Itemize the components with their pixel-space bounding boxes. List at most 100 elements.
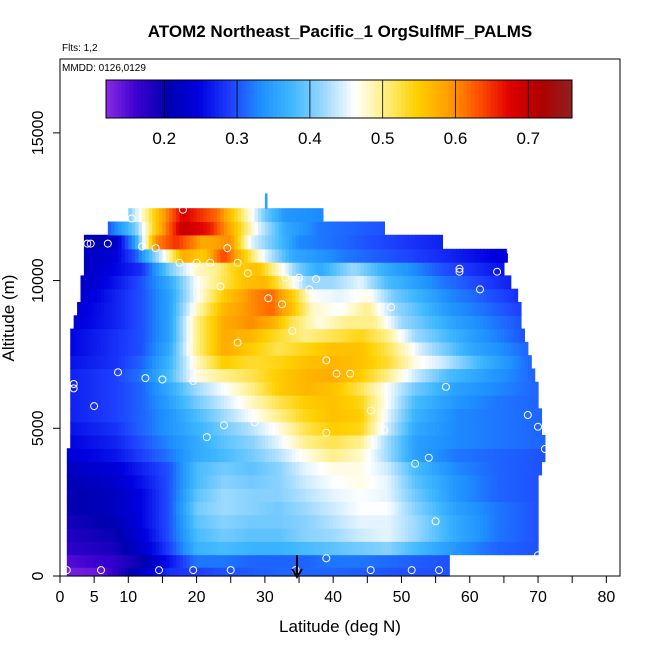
heatmap-cell: [179, 262, 184, 276]
heatmap-cell: [408, 355, 413, 370]
heatmap-cell: [435, 248, 440, 263]
heatmap-cell: [234, 501, 239, 516]
heatmap-cell: [83, 395, 88, 409]
heatmap-cell: [227, 395, 232, 409]
heatmap-cell: [285, 474, 290, 489]
heatmap-cell: [87, 328, 92, 343]
heatmap-cell: [380, 248, 385, 263]
heatmap-cell: [408, 248, 413, 263]
heatmap-cell: [442, 567, 447, 577]
heatmap-cell: [162, 554, 167, 568]
heatmap-cell: [200, 554, 205, 568]
heatmap-cell: [346, 461, 351, 476]
colorbar-swatch: [432, 80, 437, 118]
data-point: [506, 247, 515, 255]
heatmap-cell: [203, 501, 208, 516]
heatmap-cell: [524, 395, 529, 409]
heatmap-cell: [100, 288, 105, 303]
heatmap-cell: [305, 248, 310, 263]
colorbar-swatch: [265, 80, 270, 118]
heatmap-cell: [408, 234, 413, 250]
heatmap-cell: [217, 448, 222, 463]
heatmap-cell: [404, 341, 409, 356]
data-point: [86, 239, 95, 248]
heatmap-cell: [507, 328, 512, 343]
heatmap-cell: [196, 501, 201, 516]
heatmap-cell: [104, 275, 109, 290]
heatmap-cell: [425, 567, 430, 577]
heatmap-cell: [152, 275, 157, 290]
heatmap-cell: [237, 355, 242, 370]
heatmap-cell: [264, 208, 269, 223]
data-point: [158, 375, 167, 384]
heatmap-cell: [268, 234, 273, 250]
colorbar-swatch: [238, 80, 243, 118]
heatmap-cell: [302, 328, 307, 343]
heatmap-cell: [196, 567, 201, 577]
heatmap-cell: [340, 248, 345, 263]
heatmap-cell: [534, 501, 539, 516]
heatmap-cell: [486, 541, 491, 556]
heatmap-cell: [111, 288, 116, 303]
data-point: [90, 402, 99, 411]
heatmap-cell: [124, 262, 129, 276]
heatmap-cell: [83, 248, 88, 263]
heatmap-cell: [196, 408, 201, 423]
heatmap-cell: [97, 381, 102, 396]
heatmap-cell: [138, 434, 143, 449]
heatmap-cell: [111, 221, 116, 236]
heatmap-cell: [128, 434, 133, 449]
heatmap-cell: [145, 328, 150, 343]
heatmap-cell: [510, 395, 515, 409]
heatmap-cell: [387, 461, 392, 476]
heatmap-cell: [247, 408, 252, 423]
heatmap-cell: [483, 541, 488, 556]
heatmap-cell: [490, 501, 495, 516]
heatmap-cell: [435, 434, 440, 449]
heatmap-cell: [374, 275, 379, 290]
heatmap-cell: [480, 514, 485, 529]
heatmap-cell: [452, 262, 457, 276]
heatmap-cell: [449, 315, 454, 330]
heatmap-cell: [360, 381, 365, 396]
heatmap-cell: [299, 421, 304, 436]
heatmap-cell: [483, 328, 488, 343]
heatmap-cell: [421, 421, 426, 436]
heatmap-cell: [517, 421, 522, 436]
colorbar-swatch: [408, 80, 414, 118]
heatmap-cell: [152, 208, 157, 223]
heatmap-cell: [322, 514, 327, 529]
heatmap-cell: [258, 315, 263, 330]
heatmap-cell: [251, 488, 256, 502]
heatmap-cell: [264, 395, 269, 409]
data-point: [411, 459, 420, 468]
colorbar-swatch: [420, 80, 425, 118]
heatmap-cell: [141, 221, 146, 236]
colorbar-swatch: [331, 80, 336, 118]
heatmap-cell: [299, 262, 304, 276]
heatmap-cell: [200, 448, 205, 463]
heatmap-cell: [264, 301, 269, 316]
data-point: [431, 517, 440, 526]
heatmap-cell: [217, 527, 222, 542]
heatmap-cell: [271, 301, 276, 316]
heatmap-cell: [445, 421, 450, 436]
heatmap-cell: [169, 501, 174, 516]
heatmap-cell: [343, 262, 348, 276]
heatmap-cell: [462, 527, 467, 542]
heatmap-cell: [336, 554, 341, 568]
heatmap-cell: [288, 368, 293, 383]
heatmap-cell: [193, 408, 198, 423]
heatmap-cell: [159, 421, 164, 436]
heatmap-cell: [193, 541, 198, 556]
heatmap-cell: [292, 514, 297, 529]
data-point: [155, 566, 163, 575]
heatmap-cell: [210, 381, 215, 396]
heatmap-cell: [295, 341, 300, 356]
heatmap-cell: [66, 514, 71, 529]
colorbar-swatch: [463, 80, 468, 118]
heatmap-cell: [186, 368, 191, 383]
heatmap-cell: [363, 501, 368, 516]
heatmap-cell: [135, 341, 140, 356]
heatmap-cell: [428, 421, 433, 436]
